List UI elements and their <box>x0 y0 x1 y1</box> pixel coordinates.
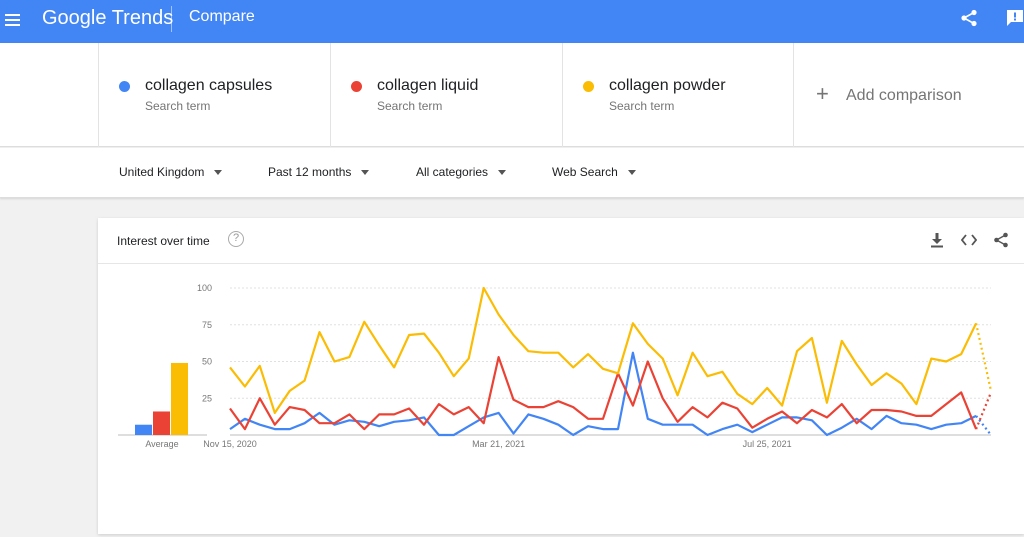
average-bar <box>135 424 152 435</box>
category-dropdown[interactable]: All categories <box>416 165 507 179</box>
term-color-dot <box>583 81 594 92</box>
plus-icon: + <box>816 81 829 106</box>
chevron-down-icon <box>361 170 370 176</box>
series-partial-segment <box>975 323 993 392</box>
card-header: Interest over time ? <box>98 218 1024 264</box>
average-bar <box>171 362 188 435</box>
category-value: All categories <box>416 165 489 179</box>
chevron-down-icon <box>498 170 507 176</box>
chevron-down-icon <box>214 170 223 176</box>
term-sublabel: Search term <box>145 99 211 113</box>
term-color-dot <box>119 81 130 92</box>
help-icon[interactable]: ? <box>228 231 244 247</box>
y-tick-label: 75 <box>202 320 212 330</box>
term-name: collagen powder <box>609 77 726 94</box>
x-tick-label: Jul 25, 2021 <box>743 439 792 449</box>
y-tick-label: 25 <box>202 393 212 403</box>
embed-icon[interactable] <box>961 232 977 248</box>
menu-icon[interactable] <box>3 9 23 29</box>
term-sublabel: Search term <box>377 99 443 113</box>
search-type-dropdown[interactable]: Web Search <box>552 165 636 179</box>
add-comparison-button[interactable]: + Add comparison <box>793 43 1024 147</box>
search-term-1[interactable]: collagen capsules Search term <box>98 43 330 147</box>
term-sublabel: Search term <box>609 99 675 113</box>
term-name: collagen liquid <box>377 77 479 94</box>
y-tick-label: 100 <box>197 283 212 293</box>
series-line <box>229 351 977 437</box>
search-term-2[interactable]: collagen liquid Search term <box>330 43 562 147</box>
region-dropdown[interactable]: United Kingdom <box>119 165 223 179</box>
page-title: Compare <box>189 8 255 25</box>
y-tick-label: 50 <box>202 357 212 367</box>
google-trends-logo[interactable]: Google Trends <box>42 7 174 29</box>
filters-bar: United Kingdom Past 12 months All catego… <box>0 148 1024 198</box>
interest-chart[interactable]: 25 50 75 100 Nov 15, 2020 Mar 21, 2021 Jul 25,… <box>98 264 1024 534</box>
term-name: collagen capsules <box>145 77 273 94</box>
series-line <box>229 286 978 414</box>
share-icon[interactable] <box>960 9 978 27</box>
search-term-3[interactable]: collagen powder Search term <box>562 43 793 147</box>
share-icon[interactable] <box>993 232 1009 248</box>
search-terms-bar: collagen capsules Search term collagen l… <box>0 43 1024 147</box>
series-partial-segment <box>975 391 993 430</box>
feedback-icon[interactable] <box>1006 9 1024 27</box>
term-color-dot <box>351 81 362 92</box>
chevron-down-icon <box>627 170 636 176</box>
x-tick-label: Nov 15, 2020 <box>203 439 257 449</box>
add-comparison-label: Add comparison <box>846 87 962 104</box>
region-value: United Kingdom <box>119 165 205 179</box>
top-app-bar: Google Trends Compare <box>0 0 1024 43</box>
search-type-value: Web Search <box>552 165 618 179</box>
series-partial-segment <box>975 415 992 436</box>
header-divider <box>171 6 172 32</box>
card-title: Interest over time <box>117 234 210 248</box>
period-value: Past 12 months <box>268 165 352 179</box>
series-line <box>229 355 978 431</box>
interest-over-time-card: Interest over time ? 25 50 75 100 Nov 15, 20… <box>98 218 1024 534</box>
period-dropdown[interactable]: Past 12 months <box>268 165 370 179</box>
average-label: Average <box>145 439 178 449</box>
average-bar <box>153 411 170 435</box>
x-tick-label: Mar 21, 2021 <box>472 439 525 449</box>
download-icon[interactable] <box>929 232 945 248</box>
